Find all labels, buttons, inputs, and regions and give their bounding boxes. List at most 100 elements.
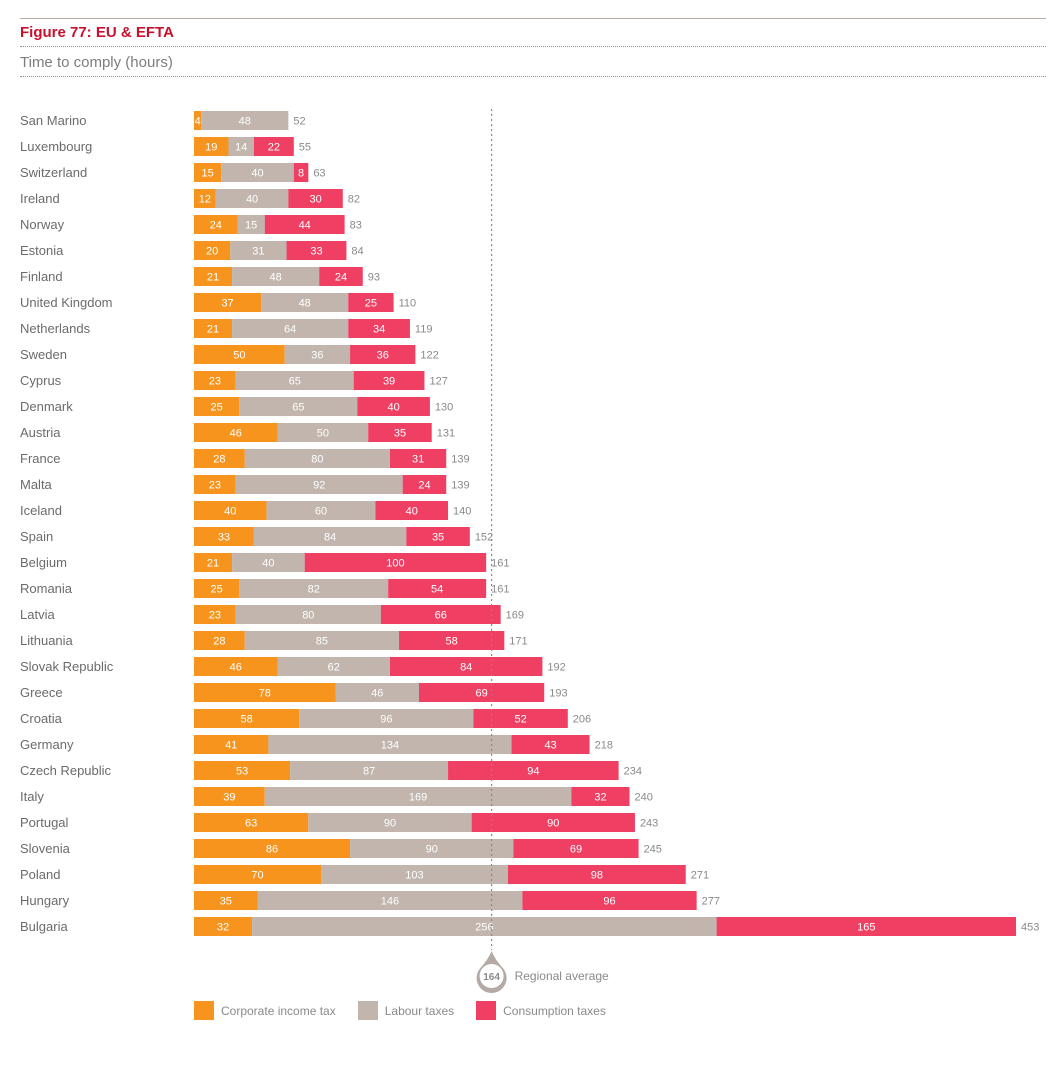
value-label-labour-san-marino: 48 <box>239 116 251 128</box>
total-label-finland: 93 <box>368 272 380 284</box>
value-label-labour-iceland: 60 <box>315 506 327 518</box>
value-label-labour-united-kingdom: 48 <box>299 298 311 310</box>
legend-label-corporate: Corporate income tax <box>221 1003 336 1018</box>
bar-labour-san-marino <box>201 111 289 130</box>
bar-corporate-hungary <box>194 891 258 910</box>
value-label-labour-lithuania: 85 <box>316 636 328 648</box>
value-label-labour-belgium: 40 <box>262 558 274 570</box>
value-label-corporate-malta: 23 <box>209 480 221 492</box>
category-label-greece: Greece <box>20 685 63 700</box>
bar-corporate-san-marino <box>194 111 202 130</box>
category-label-hungary: Hungary <box>20 893 70 908</box>
value-label-corporate-austria: 46 <box>230 428 242 440</box>
value-label-labour-netherlands: 64 <box>284 324 296 336</box>
value-label-labour-luxembourg: 14 <box>235 142 247 154</box>
bar-consumption-malta <box>402 475 447 494</box>
bar-labour-switzerland <box>221 163 294 182</box>
bar-corporate-switzerland <box>194 163 222 182</box>
legend-item-labour: Labour taxes <box>357 1001 454 1020</box>
value-label-consumption-greece: 69 <box>475 688 487 700</box>
bar-consumption-finland <box>319 267 363 286</box>
total-label-croatia: 206 <box>573 714 591 726</box>
bar-corporate-poland <box>194 865 322 884</box>
value-label-consumption-portugal: 90 <box>547 818 559 830</box>
value-label-labour-slovenia: 90 <box>426 844 438 856</box>
bar-labour-latvia <box>235 605 381 624</box>
bar-consumption-iceland <box>375 501 449 520</box>
value-label-corporate-denmark: 25 <box>211 402 223 414</box>
bar-consumption-ireland <box>288 189 343 208</box>
value-label-corporate-slovenia: 86 <box>266 844 278 856</box>
bar-corporate-united-kingdom <box>194 293 262 312</box>
category-label-denmark: Denmark <box>20 399 73 414</box>
bar-corporate-portugal <box>194 813 309 832</box>
value-label-corporate-czech-republic: 53 <box>236 766 248 778</box>
bar-corporate-slovenia <box>194 839 351 858</box>
value-label-corporate-portugal: 63 <box>245 818 257 830</box>
value-label-corporate-luxembourg: 19 <box>205 142 217 154</box>
category-label-norway: Norway <box>20 217 65 232</box>
value-label-consumption-estonia: 33 <box>310 246 322 258</box>
bar-consumption-austria <box>368 423 432 442</box>
bar-consumption-bulgaria <box>716 917 1017 936</box>
chart-legend: Corporate income tax Labour taxes Consum… <box>194 1001 606 1020</box>
bar-corporate-lithuania <box>194 631 245 650</box>
value-label-consumption-hungary: 96 <box>603 896 615 908</box>
value-label-consumption-belgium: 100 <box>386 558 404 570</box>
category-label-luxembourg: Luxembourg <box>20 139 92 154</box>
category-label-sweden: Sweden <box>20 347 67 362</box>
bar-labour-austria <box>277 423 369 442</box>
bar-labour-france <box>244 449 390 468</box>
value-label-corporate-finland: 21 <box>207 272 219 284</box>
category-label-france: France <box>20 451 60 466</box>
value-label-corporate-poland: 70 <box>251 870 263 882</box>
legend-item-corporate: Corporate income tax <box>194 1001 336 1020</box>
total-label-ireland: 82 <box>348 194 360 206</box>
total-label-denmark: 130 <box>435 402 453 414</box>
legend-item-consumption: Consumption taxes <box>476 1001 606 1020</box>
category-label-cyprus: Cyprus <box>20 373 62 388</box>
value-label-labour-greece: 46 <box>371 688 383 700</box>
value-label-consumption-bulgaria: 165 <box>857 922 875 934</box>
bar-consumption-latvia <box>380 605 501 624</box>
value-label-labour-latvia: 80 <box>302 610 314 622</box>
bar-labour-belgium <box>232 553 305 572</box>
bar-labour-denmark <box>239 397 358 416</box>
value-label-labour-finland: 48 <box>270 272 282 284</box>
bar-labour-slovak-republic <box>277 657 390 676</box>
category-label-portugal: Portugal <box>20 815 69 830</box>
category-label-italy: Italy <box>20 789 44 804</box>
category-label-belgium: Belgium <box>20 555 67 570</box>
value-label-labour-cyprus: 65 <box>289 376 301 388</box>
value-label-labour-poland: 103 <box>405 870 423 882</box>
value-label-consumption-latvia: 66 <box>435 610 447 622</box>
bar-corporate-italy <box>194 787 265 806</box>
total-label-czech-republic: 234 <box>624 766 642 778</box>
top-rule <box>20 18 1046 19</box>
value-label-consumption-united-kingdom: 25 <box>365 298 377 310</box>
bar-corporate-netherlands <box>194 319 233 338</box>
bar-consumption-norway <box>264 215 345 234</box>
value-label-corporate-greece: 78 <box>259 688 271 700</box>
category-label-switzerland: Switzerland <box>20 165 87 180</box>
value-label-corporate-croatia: 58 <box>240 714 252 726</box>
legend-label-consumption: Consumption taxes <box>503 1003 606 1018</box>
value-label-corporate-bulgaria: 32 <box>217 922 229 934</box>
value-label-corporate-switzerland: 15 <box>201 168 213 180</box>
category-label-croatia: Croatia <box>20 711 63 726</box>
value-label-consumption-iceland: 40 <box>406 506 418 518</box>
bar-labour-cyprus <box>235 371 354 390</box>
regional-average-value: 164 <box>483 972 500 983</box>
value-label-corporate-belgium: 21 <box>207 558 219 570</box>
value-label-corporate-slovak-republic: 46 <box>230 662 242 674</box>
value-label-labour-romania: 82 <box>308 584 320 596</box>
total-label-norway: 83 <box>350 220 362 232</box>
bar-corporate-romania <box>194 579 240 598</box>
category-label-estonia: Estonia <box>20 243 64 258</box>
bar-consumption-switzerland <box>293 163 309 182</box>
value-label-labour-norway: 15 <box>245 220 257 232</box>
total-label-spain: 152 <box>475 532 493 544</box>
bar-corporate-cyprus <box>194 371 236 390</box>
bar-labour-iceland <box>266 501 376 520</box>
bar-consumption-luxembourg <box>253 137 294 156</box>
